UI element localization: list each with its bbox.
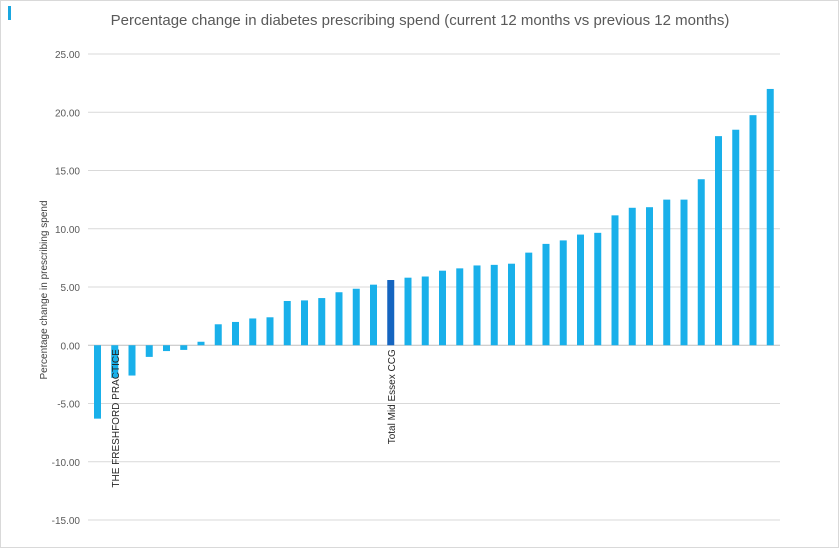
bar [525,252,533,346]
bar [352,288,360,346]
bar [145,345,153,357]
bar [628,207,636,346]
y-tick-label: 15.00 [55,167,80,178]
bar [421,276,429,346]
y-tick-label: 5.00 [61,283,81,294]
bar [490,264,498,346]
chart-title: Percentage change in diabetes prescribin… [111,12,730,29]
bar-annotation-label: Total Mid Essex CCG [387,349,398,444]
bar [404,277,412,346]
bar [249,318,257,346]
bar [197,341,205,346]
y-tick-label: -10.00 [52,458,81,469]
y-tick-label: -5.00 [57,400,80,411]
bar [456,268,464,346]
bar [508,263,515,346]
corner-marker [8,6,11,20]
bar [715,136,722,346]
bar [318,298,326,346]
bar-annotation-label: THE FRESHFORD PRACTICE [111,349,122,488]
bar [473,265,481,346]
y-tick-label: 0.00 [61,341,81,352]
bar [542,243,550,346]
bar [577,234,584,346]
bar [266,317,274,346]
bar [301,300,308,346]
bar [214,324,222,346]
y-tick-label: 10.00 [55,225,80,236]
bar-highlight [387,280,395,346]
bar [697,179,705,346]
bar [232,321,239,346]
y-axis-label: Percentage change in prescribing spend [39,200,50,379]
bar [128,345,136,376]
bar [732,129,740,346]
bar [680,199,688,346]
bar [611,215,619,346]
bar [94,345,101,419]
bar [559,240,567,346]
y-tick-label: -15.00 [52,516,81,527]
bar [163,345,170,352]
bar [111,345,119,378]
y-tick-label: 25.00 [55,50,80,61]
bar [646,207,653,346]
y-tick-label: 20.00 [55,108,80,119]
bar [663,199,671,346]
bar [180,345,188,350]
bar [439,270,446,346]
bar [594,232,602,346]
bar [370,284,377,346]
bar [335,292,343,346]
bar [766,88,774,346]
bar [749,115,757,346]
bar [283,300,291,346]
